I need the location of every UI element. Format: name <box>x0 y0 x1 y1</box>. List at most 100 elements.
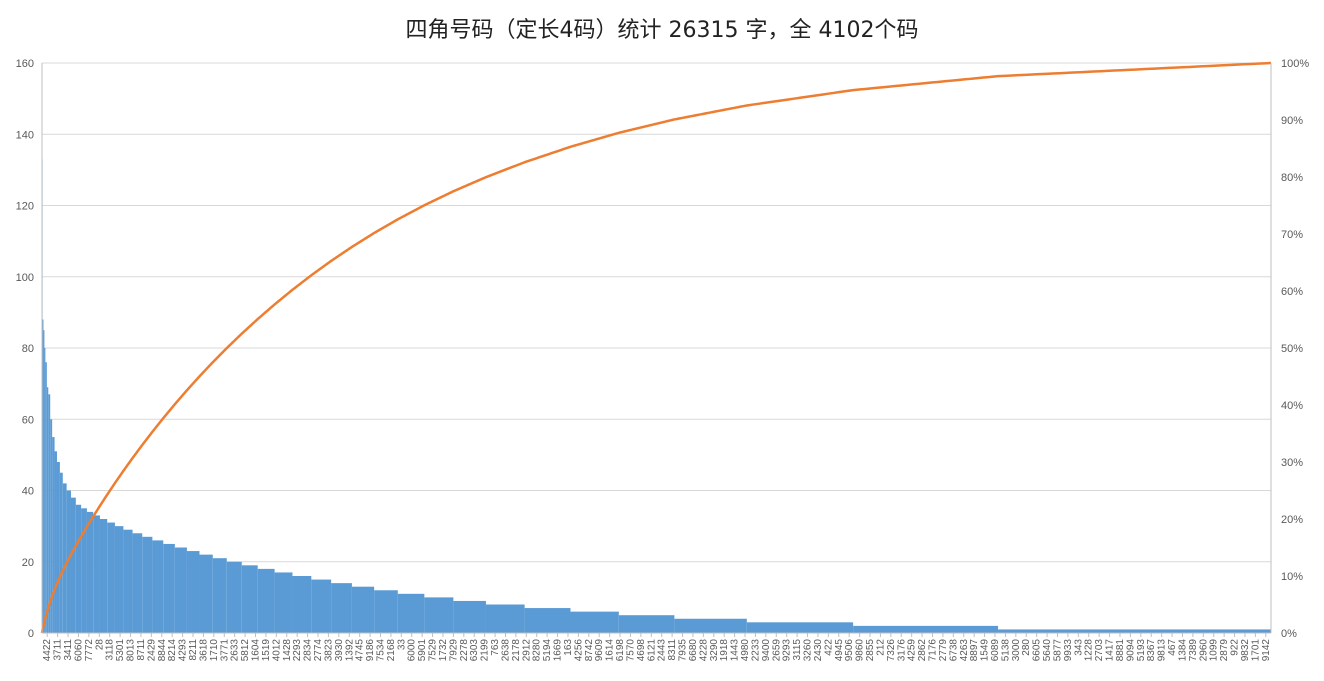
x-tick-label: 2430 <box>813 639 824 662</box>
bar <box>331 583 352 634</box>
bar <box>70 497 76 634</box>
x-tick-label: 7570 <box>625 639 636 662</box>
bar <box>99 519 108 633</box>
y-right-tick-label: 30% <box>1281 457 1303 469</box>
bar <box>75 504 82 633</box>
y-left-tick-label: 60 <box>22 414 34 426</box>
x-tick-label: 2178 <box>511 639 522 662</box>
y-right-tick-label: 100% <box>1281 58 1309 70</box>
x-tick-label: 8311 <box>667 639 678 661</box>
x-tick-label: 6198 <box>615 639 626 662</box>
x-tick-label: 6000 <box>407 639 418 662</box>
bar-series <box>42 159 1271 634</box>
x-tick-label: 3260 <box>803 639 814 662</box>
y-right-tick-label: 40% <box>1281 400 1303 412</box>
x-tick-label: 1428 <box>282 639 293 662</box>
bar <box>570 611 619 634</box>
x-tick-label: 2293 <box>292 639 303 662</box>
x-tick-label: 4259 <box>907 639 918 662</box>
x-tick-label: 280 <box>1021 639 1032 656</box>
x-tick-label: 6303 <box>469 639 480 662</box>
y-left-tick-label: 40 <box>22 486 34 498</box>
x-tick-label: 9293 <box>782 639 793 662</box>
x-tick-label: 1710 <box>209 639 220 662</box>
x-tick-label: 1099 <box>1209 639 1220 662</box>
x-tick-label: 6060 <box>73 639 84 662</box>
x-tick-label: 1443 <box>730 639 741 662</box>
y-right-tick-label: 90% <box>1281 115 1303 127</box>
y-right-tick-label: 10% <box>1281 571 1303 583</box>
x-tick-label: 3000 <box>1011 639 1022 662</box>
y-left-tick-label: 100 <box>16 272 34 284</box>
x-tick-label: 1392 <box>344 639 355 662</box>
x-tick-label: 3823 <box>323 639 334 662</box>
y-left-tick-label: 20 <box>22 557 34 569</box>
x-tick-label: 1732 <box>438 639 449 662</box>
x-tick-label: 9609 <box>594 639 605 662</box>
x-tick-label: 5877 <box>1052 639 1063 662</box>
bar <box>186 551 200 633</box>
x-tick-label: 1669 <box>553 639 564 662</box>
x-tick-label: 7326 <box>886 639 897 662</box>
bar <box>123 529 133 633</box>
x-tick-label: 2659 <box>771 639 782 662</box>
bar <box>45 362 47 633</box>
bar <box>853 625 999 634</box>
bar <box>485 604 525 633</box>
x-tick-label: 9094 <box>1125 639 1136 662</box>
x-tick-label: 28 <box>94 639 105 651</box>
x-tick-label: 467 <box>1167 639 1178 656</box>
bar <box>56 462 60 633</box>
x-tick-label: 2834 <box>303 639 314 662</box>
bar <box>142 536 153 633</box>
y-axis-right: 0% 10% 20% 30% 40% 50% 60% 70% 80% 90% 100% <box>1270 58 1309 640</box>
x-tick-label: 1228 <box>1084 639 1095 662</box>
x-tick-label: 5812 <box>240 639 251 662</box>
x-tick-label: 763 <box>490 639 501 656</box>
x-tick-label: 2638 <box>500 639 511 662</box>
x-tick-label: 2912 <box>521 639 532 662</box>
x-tick-label: 8211 <box>188 639 199 661</box>
x-tick-label: 6605 <box>1032 639 1043 662</box>
x-tick-label: 9860 <box>855 639 866 662</box>
x-tick-label: 2879 <box>1219 639 1230 662</box>
x-tick-label: 9400 <box>761 639 772 662</box>
x-tick-label: 2779 <box>938 639 949 662</box>
x-tick-label: 3118 <box>105 639 116 661</box>
x-tick-label: 9933 <box>1063 639 1074 662</box>
bar <box>424 597 454 634</box>
x-tick-label: 8897 <box>969 639 980 662</box>
x-tick-label: 9832 <box>1240 639 1251 662</box>
x-tick-label: 2774 <box>313 639 324 662</box>
bar <box>86 511 94 634</box>
bar <box>62 483 67 634</box>
x-tick-label: 5901 <box>417 639 428 662</box>
x-tick-label: 2199 <box>480 639 491 662</box>
y-left-tick-label: 160 <box>16 58 34 70</box>
x-tick-label: 8367 <box>1146 639 1157 662</box>
y-right-tick-label: 80% <box>1281 172 1303 184</box>
bar <box>618 615 675 633</box>
x-tick-label: 3115 <box>792 639 803 661</box>
x-tick-label: 33 <box>396 639 407 651</box>
x-tick-label: 2862 <box>917 639 928 662</box>
x-tick-label: 9142 <box>1261 639 1272 662</box>
x-tick-label: 3176 <box>896 639 907 662</box>
bar <box>114 526 124 634</box>
bar <box>46 387 49 633</box>
x-tick-label: 4980 <box>740 639 751 662</box>
x-tick-label: 1701 <box>1250 639 1261 662</box>
y-left-tick-label: 80 <box>22 343 34 355</box>
bar <box>746 622 854 633</box>
chart-title: 四角号码（定长4码）统计 26315 字，全 4102个码 <box>406 18 919 43</box>
x-tick-label: 6738 <box>948 639 959 662</box>
x-tick-label: 2443 <box>657 639 668 662</box>
y-left-tick-label: 120 <box>16 201 34 213</box>
x-tick-label: 8280 <box>532 639 543 662</box>
x-tick-label: 8214 <box>167 639 178 662</box>
bar <box>132 533 143 633</box>
x-tick-label: 5640 <box>1042 639 1053 662</box>
x-tick-label: 2429 <box>146 639 157 662</box>
x-tick-label: 8711 <box>136 639 147 661</box>
x-tick-label: 2168 <box>386 639 397 662</box>
